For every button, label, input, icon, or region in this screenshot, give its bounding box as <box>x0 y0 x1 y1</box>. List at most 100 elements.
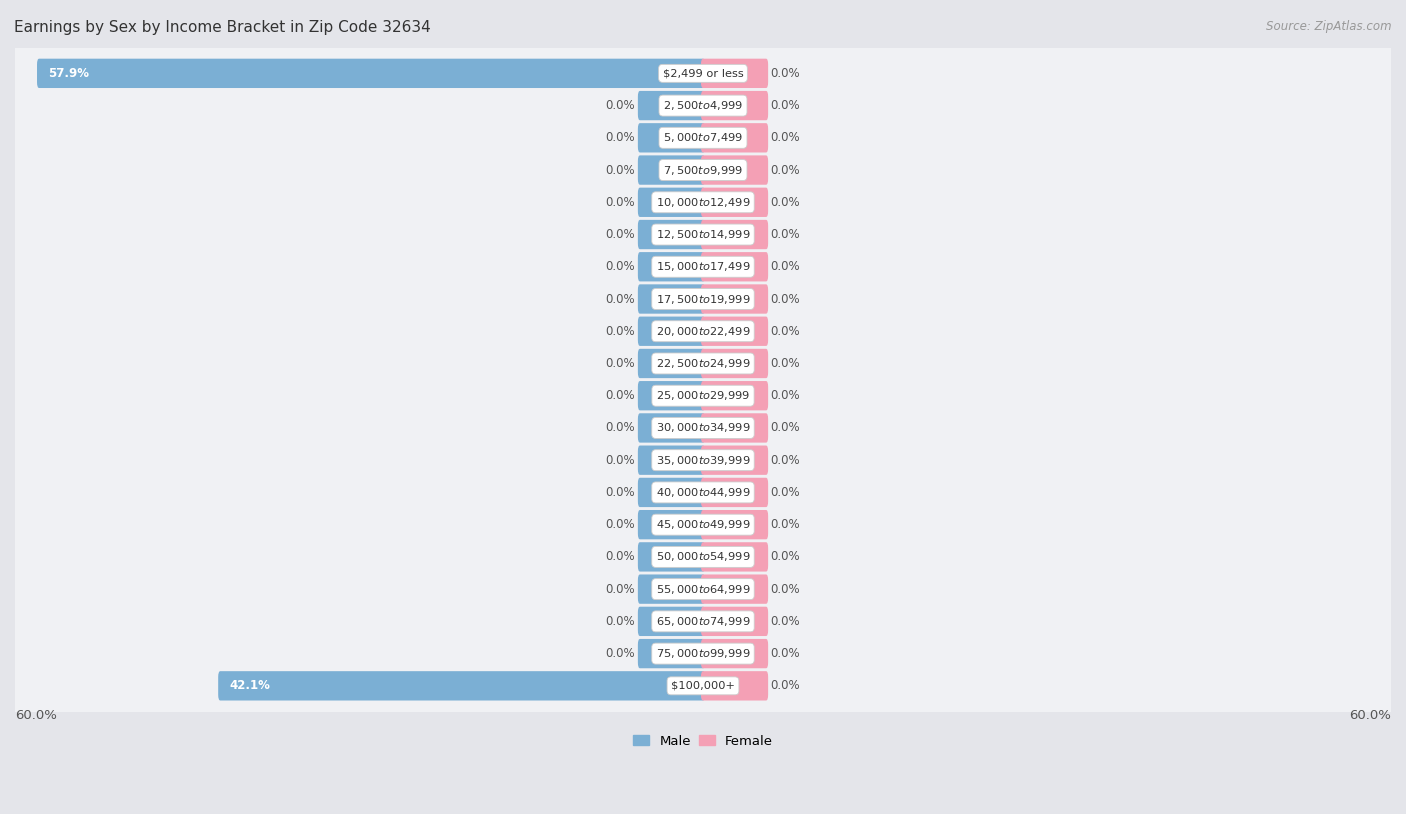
Text: 0.0%: 0.0% <box>606 196 636 209</box>
Text: $2,499 or less: $2,499 or less <box>662 68 744 78</box>
FancyBboxPatch shape <box>638 284 704 313</box>
Text: Source: ZipAtlas.com: Source: ZipAtlas.com <box>1267 20 1392 33</box>
Text: 0.0%: 0.0% <box>606 486 636 499</box>
FancyBboxPatch shape <box>0 111 1406 164</box>
FancyBboxPatch shape <box>638 478 704 507</box>
Text: 0.0%: 0.0% <box>770 325 800 338</box>
Text: 0.0%: 0.0% <box>770 67 800 80</box>
FancyBboxPatch shape <box>0 240 1406 294</box>
Text: $15,000 to $17,499: $15,000 to $17,499 <box>655 260 751 274</box>
FancyBboxPatch shape <box>702 381 768 410</box>
Text: 60.0%: 60.0% <box>15 709 56 722</box>
FancyBboxPatch shape <box>0 176 1406 229</box>
Text: 0.0%: 0.0% <box>770 164 800 177</box>
Text: 0.0%: 0.0% <box>770 583 800 596</box>
Text: 0.0%: 0.0% <box>770 680 800 693</box>
Text: $17,500 to $19,999: $17,500 to $19,999 <box>655 292 751 305</box>
FancyBboxPatch shape <box>702 542 768 571</box>
Text: $55,000 to $64,999: $55,000 to $64,999 <box>655 583 751 596</box>
FancyBboxPatch shape <box>0 627 1406 681</box>
Text: $12,500 to $14,999: $12,500 to $14,999 <box>655 228 751 241</box>
FancyBboxPatch shape <box>0 79 1406 133</box>
FancyBboxPatch shape <box>702 672 768 701</box>
Text: 0.0%: 0.0% <box>770 131 800 144</box>
Text: 0.0%: 0.0% <box>770 389 800 402</box>
FancyBboxPatch shape <box>702 317 768 346</box>
FancyBboxPatch shape <box>638 187 704 217</box>
Text: 0.0%: 0.0% <box>770 260 800 274</box>
Text: 0.0%: 0.0% <box>606 422 636 435</box>
Text: 0.0%: 0.0% <box>606 260 636 274</box>
FancyBboxPatch shape <box>702 155 768 185</box>
Text: Earnings by Sex by Income Bracket in Zip Code 32634: Earnings by Sex by Income Bracket in Zip… <box>14 20 430 35</box>
Text: $40,000 to $44,999: $40,000 to $44,999 <box>655 486 751 499</box>
FancyBboxPatch shape <box>702 91 768 120</box>
Text: 0.0%: 0.0% <box>606 131 636 144</box>
Text: 0.0%: 0.0% <box>606 583 636 596</box>
Text: $25,000 to $29,999: $25,000 to $29,999 <box>655 389 751 402</box>
FancyBboxPatch shape <box>702 445 768 475</box>
FancyBboxPatch shape <box>0 466 1406 519</box>
FancyBboxPatch shape <box>218 672 704 701</box>
Text: 0.0%: 0.0% <box>770 486 800 499</box>
FancyBboxPatch shape <box>0 337 1406 390</box>
Text: $100,000+: $100,000+ <box>671 681 735 691</box>
Text: 0.0%: 0.0% <box>770 453 800 466</box>
Text: 0.0%: 0.0% <box>606 228 636 241</box>
Text: 57.9%: 57.9% <box>48 67 89 80</box>
Text: 0.0%: 0.0% <box>606 292 636 305</box>
FancyBboxPatch shape <box>0 530 1406 584</box>
FancyBboxPatch shape <box>638 510 704 540</box>
Text: 0.0%: 0.0% <box>770 99 800 112</box>
FancyBboxPatch shape <box>638 155 704 185</box>
FancyBboxPatch shape <box>638 575 704 604</box>
Text: 0.0%: 0.0% <box>770 196 800 209</box>
FancyBboxPatch shape <box>37 59 704 88</box>
Text: $2,500 to $4,999: $2,500 to $4,999 <box>664 99 742 112</box>
Text: $22,500 to $24,999: $22,500 to $24,999 <box>655 357 751 370</box>
Text: $65,000 to $74,999: $65,000 to $74,999 <box>655 615 751 628</box>
Text: 0.0%: 0.0% <box>606 453 636 466</box>
FancyBboxPatch shape <box>0 304 1406 358</box>
FancyBboxPatch shape <box>0 46 1406 100</box>
Text: $30,000 to $34,999: $30,000 to $34,999 <box>655 422 751 435</box>
FancyBboxPatch shape <box>702 510 768 540</box>
FancyBboxPatch shape <box>638 445 704 475</box>
FancyBboxPatch shape <box>638 91 704 120</box>
FancyBboxPatch shape <box>702 123 768 152</box>
FancyBboxPatch shape <box>702 478 768 507</box>
FancyBboxPatch shape <box>702 349 768 379</box>
Text: $5,000 to $7,499: $5,000 to $7,499 <box>664 131 742 144</box>
Legend: Male, Female: Male, Female <box>627 729 779 753</box>
FancyBboxPatch shape <box>638 317 704 346</box>
Text: 0.0%: 0.0% <box>770 357 800 370</box>
Text: $20,000 to $22,499: $20,000 to $22,499 <box>655 325 751 338</box>
FancyBboxPatch shape <box>0 272 1406 326</box>
FancyBboxPatch shape <box>0 401 1406 455</box>
Text: 0.0%: 0.0% <box>770 647 800 660</box>
FancyBboxPatch shape <box>0 433 1406 487</box>
Text: 0.0%: 0.0% <box>770 550 800 563</box>
Text: 42.1%: 42.1% <box>229 680 270 693</box>
FancyBboxPatch shape <box>0 562 1406 616</box>
FancyBboxPatch shape <box>0 208 1406 261</box>
FancyBboxPatch shape <box>0 659 1406 712</box>
FancyBboxPatch shape <box>638 606 704 636</box>
FancyBboxPatch shape <box>702 575 768 604</box>
FancyBboxPatch shape <box>638 252 704 282</box>
FancyBboxPatch shape <box>702 187 768 217</box>
Text: 0.0%: 0.0% <box>606 164 636 177</box>
FancyBboxPatch shape <box>638 123 704 152</box>
FancyBboxPatch shape <box>702 639 768 668</box>
FancyBboxPatch shape <box>702 220 768 249</box>
FancyBboxPatch shape <box>638 639 704 668</box>
FancyBboxPatch shape <box>702 59 768 88</box>
Text: 0.0%: 0.0% <box>770 292 800 305</box>
Text: 0.0%: 0.0% <box>606 357 636 370</box>
Text: 0.0%: 0.0% <box>770 615 800 628</box>
Text: 0.0%: 0.0% <box>606 325 636 338</box>
Text: 0.0%: 0.0% <box>606 389 636 402</box>
Text: 0.0%: 0.0% <box>770 228 800 241</box>
FancyBboxPatch shape <box>0 369 1406 422</box>
Text: $7,500 to $9,999: $7,500 to $9,999 <box>664 164 742 177</box>
